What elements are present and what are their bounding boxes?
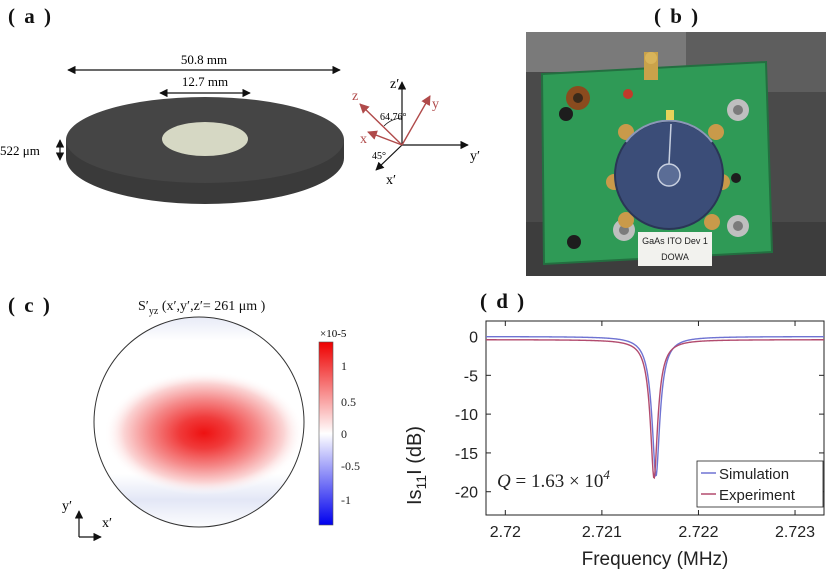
svg-text:0: 0	[341, 427, 347, 441]
device-photo	[526, 32, 826, 276]
dim-inner: 12.7 mm	[182, 74, 228, 89]
panel-c-title: S′yz (x′,y′,z′= 261 μm )	[138, 299, 266, 317]
y-tick-label: -10	[455, 407, 478, 424]
device-tag: GaAs ITO Dev 1 DOWA	[640, 233, 710, 265]
q-annotation: Q = 1.63 × 104	[497, 467, 610, 492]
y-axis-label: Is11I (dB)	[404, 425, 429, 505]
series-line-simulation	[486, 335, 824, 477]
svg-text:z: z	[352, 89, 358, 104]
x-tick-label: 2.722	[678, 524, 718, 541]
x-tick-label: 2.723	[775, 524, 815, 541]
panel-c-label: ( c )	[8, 293, 52, 317]
panel-d: ( d ) 2.72 2.721 2.722 2.723 0 -5 -10 -15 -20 F…	[400, 285, 830, 573]
plot-frame	[485, 320, 825, 516]
legend-experiment: Experiment	[719, 487, 796, 504]
y-tick-label: 0	[469, 330, 478, 347]
x-tick-label: 2.72	[490, 524, 521, 541]
colorbar-exponent: ×10-5	[320, 328, 347, 340]
x-axis-label: Frequency (MHz)	[582, 549, 729, 570]
y-tick-label: -5	[464, 368, 478, 385]
panel-b-label: ( b )	[654, 4, 701, 28]
dim-thickness: 522 μm	[0, 143, 40, 158]
panel-d-label: ( d )	[480, 289, 527, 313]
svg-text:-1: -1	[341, 493, 351, 507]
colorbar	[318, 341, 334, 526]
panel-c: ( c ) S′yz (x′,y′,z′= 261 μm )	[0, 285, 400, 573]
legend-simulation: Simulation	[719, 466, 789, 483]
s11-chart: 2.72 2.721 2.722 2.723 0 -5 -10 -15 -20 Frequen…	[455, 320, 825, 570]
svg-text:1: 1	[341, 359, 347, 373]
y-tick-label: -15	[455, 446, 478, 463]
ito-electrode	[162, 122, 248, 156]
panel-a: ( a ) 50.8 mm 12.7 mm 522 μm z′ y′ x′	[0, 0, 500, 250]
y-tick-label: -20	[455, 485, 478, 502]
colorbar-ticks: 1 0.5 0 -0.5 -1	[341, 359, 360, 507]
legend: Simulation Experiment	[696, 460, 824, 508]
svg-text:y: y	[432, 97, 439, 112]
svg-text:-0.5: -0.5	[341, 459, 360, 473]
stress-map-boundary	[93, 316, 305, 528]
series-line-experiment	[486, 339, 824, 480]
axis-x-prime: x′	[102, 516, 112, 531]
svg-text:y′: y′	[470, 149, 480, 164]
svg-text:64.76°: 64.76°	[380, 112, 407, 123]
device-tag-line2: DOWA	[661, 252, 689, 262]
stress-map: 1 0.5 0 -0.5 -1 ×10-5 y′ x′	[62, 316, 360, 542]
panel-a-label: ( a )	[8, 4, 53, 28]
svg-text:x′: x′	[386, 173, 396, 188]
x-tick-label: 2.721	[582, 524, 622, 541]
dim-outer: 50.8 mm	[181, 52, 227, 67]
axis-y-prime: y′	[62, 499, 72, 514]
svg-text:x: x	[360, 132, 367, 147]
svg-text:45°: 45°	[372, 151, 386, 162]
panel-a-figure: 50.8 mm 12.7 mm 522 μm z′ y′ x′ z y x 64…	[0, 52, 480, 204]
panel-b: ( b )	[500, 0, 830, 280]
svg-text:0.5: 0.5	[341, 395, 356, 409]
svg-text:z′: z′	[390, 77, 399, 92]
device-tag-line1: GaAs ITO Dev 1	[642, 236, 708, 246]
